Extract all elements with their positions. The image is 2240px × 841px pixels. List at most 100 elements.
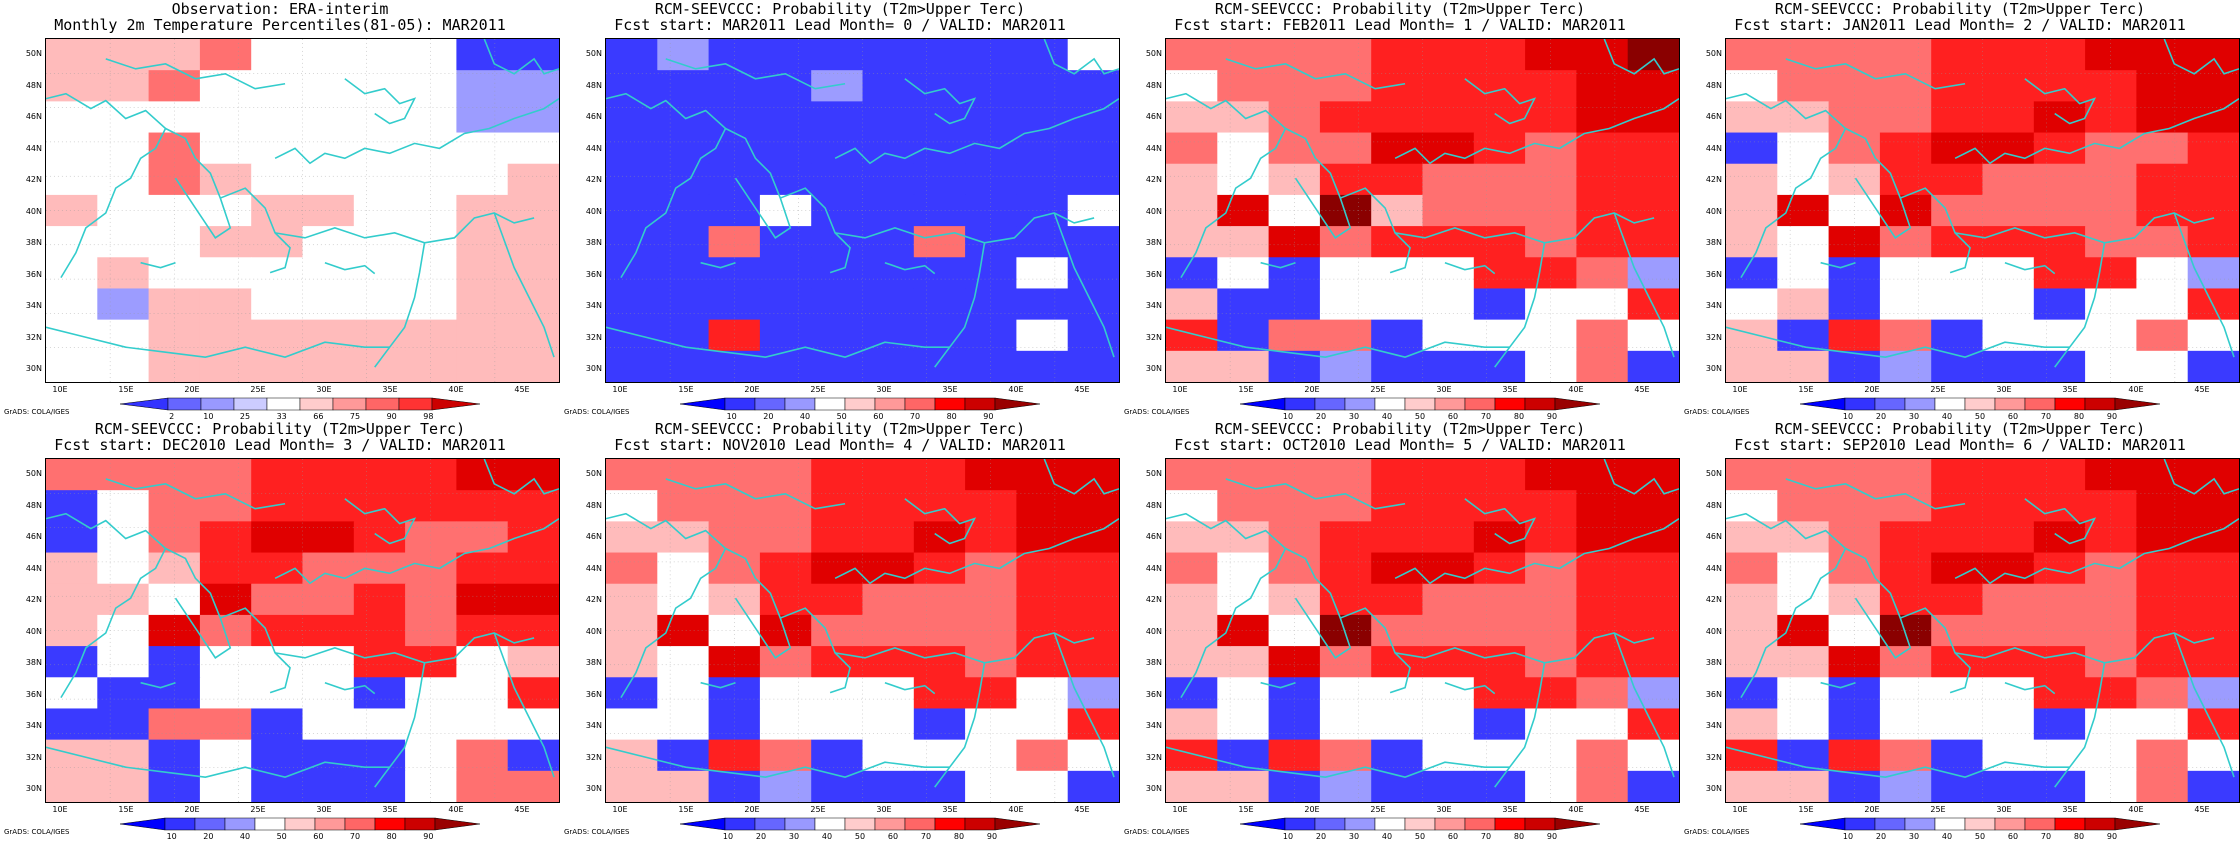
coastline [2163, 39, 2239, 75]
latitude-label: 36N [585, 269, 602, 279]
grid-cell [759, 319, 812, 352]
colorbar-label: 80 [1513, 832, 1525, 841]
grid-cell [405, 288, 457, 321]
grid-cell [2033, 552, 2086, 585]
grid-cell [1319, 708, 1372, 741]
grid-cell [1525, 521, 1577, 554]
latitude-label: 36N [1705, 689, 1722, 699]
grid-cell [1777, 288, 1830, 321]
coastline [606, 92, 727, 279]
grid-cell [1016, 646, 1069, 678]
colorbar-segment [994, 817, 1040, 831]
colorbar-segment [194, 817, 226, 831]
grid-cell [1371, 288, 1423, 321]
colorbar-label: 2 [169, 412, 175, 421]
latitude-label: 32N [25, 752, 42, 762]
grid-cell [251, 101, 303, 134]
grid-cell [1422, 70, 1475, 102]
panel-title: RCM-SEEVCCC: Probability (T2m>Upper Terc… [94, 420, 466, 438]
colorbar-segment [1844, 817, 1876, 831]
grid-cell [1067, 552, 1119, 585]
grid-cell [1067, 677, 1119, 709]
grid-cell [1879, 257, 1932, 289]
latitude-label: 34N [1145, 721, 1162, 730]
latitude-label: 50N [25, 49, 42, 58]
grid-cell [965, 521, 1017, 554]
coastline [220, 607, 291, 694]
grid-cell [1016, 677, 1069, 709]
grid-cell [2136, 257, 2189, 289]
grid-cell [1067, 132, 1119, 165]
grid-cell [456, 490, 509, 522]
grid-cell [606, 132, 658, 165]
panel-title: RCM-SEEVCCC: Probability (T2m>Upper Terc… [1774, 0, 2146, 18]
grid-cell [1166, 677, 1218, 709]
grid-cell [1931, 319, 1983, 352]
grid-cell [2136, 490, 2189, 522]
grid-cell [1525, 163, 1577, 196]
grid-cell [1217, 163, 1270, 196]
coastline [46, 746, 390, 778]
grid-cell [708, 490, 761, 522]
grid-cell [1982, 70, 2035, 102]
grid-cell [1217, 583, 1270, 616]
latitude-label: 46N [585, 112, 602, 121]
grid-cell [2085, 70, 2137, 102]
grid-cell [1268, 646, 1321, 678]
panel-title: RCM-SEEVCCC: Probability (T2m>Upper Terc… [1214, 420, 1586, 438]
grid-cell [199, 70, 252, 102]
grid-cell [353, 288, 406, 321]
coastline [1820, 681, 1856, 689]
coastline [274, 517, 559, 585]
coastline [1043, 39, 1119, 75]
grid-cell [1828, 70, 1881, 102]
coastline [1394, 212, 1655, 244]
grads-credit: GrADS: COLA/IGES [1124, 408, 1190, 416]
coastline [2173, 212, 2235, 358]
grid-cell [353, 226, 406, 258]
grid-cell [1371, 257, 1423, 289]
coastline [140, 261, 176, 269]
coastline [606, 512, 727, 699]
colorbar-label: 70 [909, 412, 921, 421]
coastline [2054, 242, 2106, 368]
colorbar-label: 10 [1282, 412, 1294, 421]
grid-cell [1422, 677, 1475, 709]
grid-cell [913, 646, 966, 678]
latitude-label: 50N [585, 469, 602, 478]
longitude-label: 45E [1634, 805, 1650, 814]
colorbar [680, 397, 1040, 411]
longitude-label: 10E [1172, 385, 1188, 394]
grid-cell [657, 257, 710, 289]
grid-cell [148, 194, 201, 227]
colorbar-label: 30 [1348, 832, 1360, 841]
grid-cell [507, 70, 559, 102]
grid-cell [1422, 288, 1475, 321]
grid-cell [1371, 677, 1423, 709]
grid-cell [1166, 194, 1218, 227]
grid-cell [1726, 132, 1778, 165]
grid-cell [965, 490, 1017, 522]
grid-cell [913, 288, 966, 321]
latitude-label: 50N [25, 469, 42, 478]
colorbar-segment [1800, 817, 1846, 831]
coastline [1603, 459, 1679, 495]
longitude-label: 30E [1436, 385, 1452, 394]
latitude-label: 34N [1705, 301, 1722, 310]
grid-cell [708, 288, 761, 321]
grid-cell [606, 226, 658, 258]
grid-cell [1931, 614, 1983, 647]
grid-cell [1879, 163, 1932, 196]
latitude-label: 40N [1705, 626, 1722, 636]
grid-cell [1473, 490, 1526, 522]
grid-cell [302, 583, 355, 616]
grid-cell [148, 646, 201, 678]
grid-cell [456, 132, 509, 165]
grid-cell [811, 257, 863, 289]
grid-cell [1166, 614, 1218, 647]
grid-cell [811, 521, 863, 554]
grid-cell [1777, 257, 1830, 289]
grads-credit: GrADS: COLA/IGES [564, 828, 630, 836]
grid-cell [507, 490, 559, 522]
colorbar-segment [1404, 817, 1436, 831]
